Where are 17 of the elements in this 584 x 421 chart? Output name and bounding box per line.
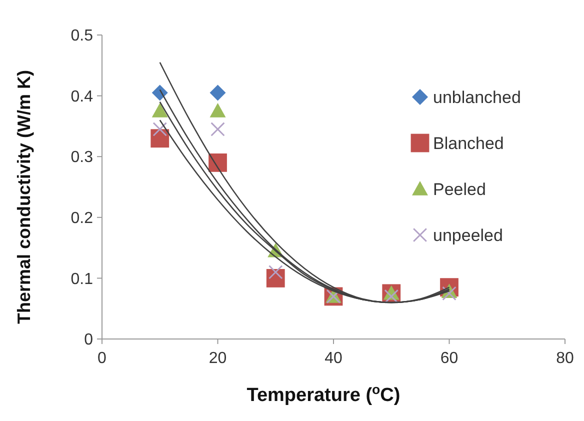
legend-label: Peeled <box>433 180 486 199</box>
x-axis-title: Temperature ($^{o}$C) <box>246 382 400 406</box>
x-tick-label: 80 <box>556 350 574 367</box>
y-tick-label: 0.3 <box>70 149 94 166</box>
x-tick-label: 40 <box>324 350 342 367</box>
x-tick-label: 0 <box>98 350 107 367</box>
x-tick-label: 20 <box>208 350 227 367</box>
y-axis-title: Thermal conductivity (W/m K) <box>14 70 34 324</box>
x-tick-label: 60 <box>440 350 458 367</box>
y-tick-label: 0 <box>84 332 94 349</box>
legend-label: unpeeled <box>433 226 503 245</box>
legend-label: Blanched <box>433 134 504 153</box>
legend-label: unblanched <box>433 88 521 107</box>
y-tick-label: 0.1 <box>70 270 94 288</box>
y-tick-label: 0.5 <box>70 28 94 45</box>
y-tick-label: 0.2 <box>70 210 94 227</box>
y-tick-label: 0.4 <box>70 88 94 106</box>
